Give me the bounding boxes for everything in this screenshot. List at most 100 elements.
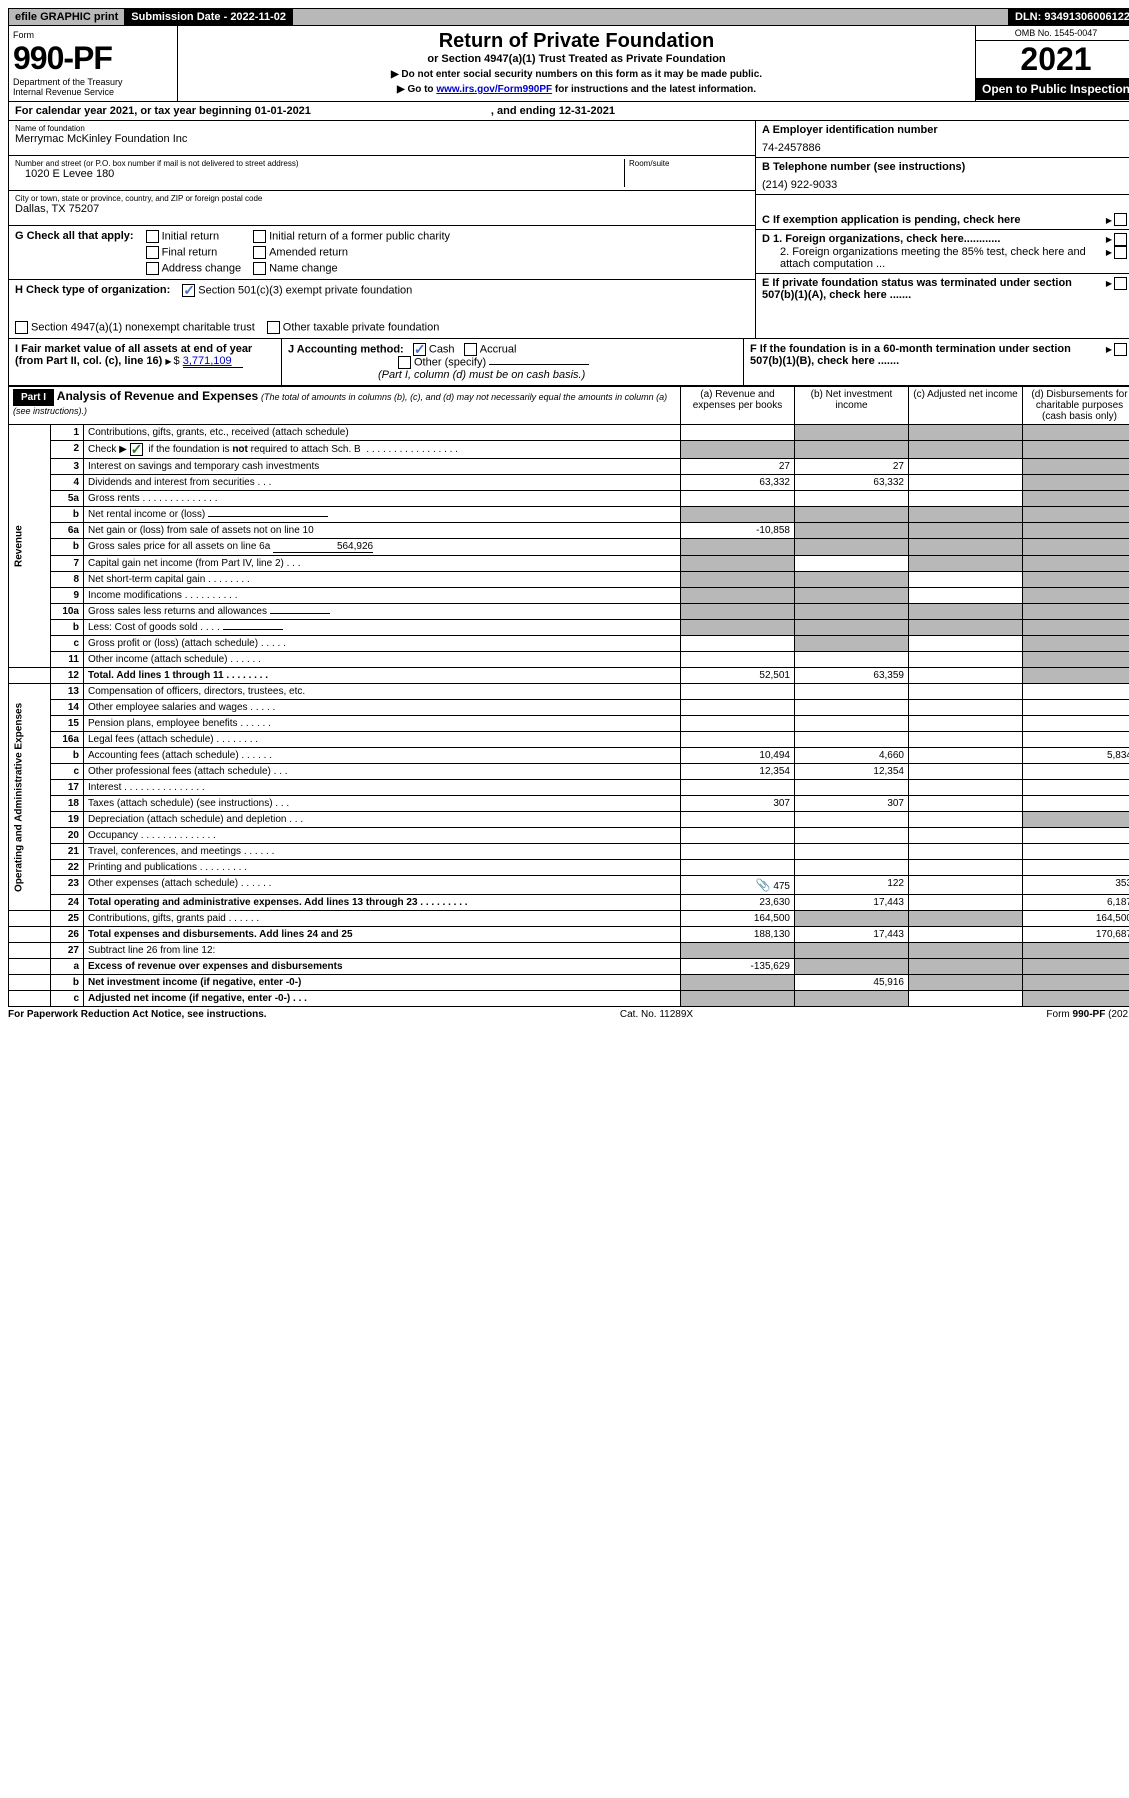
row-desc: Gross sales less returns and allowances — [84, 604, 681, 620]
cell-value: 170,687 — [1023, 927, 1129, 943]
cell-value: 164,500 — [681, 911, 795, 927]
cell-value: 5,834 — [1023, 748, 1129, 764]
h-label: H Check type of organization: — [15, 284, 170, 296]
col-a-header: (a) Revenue and expenses per books — [681, 387, 795, 425]
exemption-pending-checkbox[interactable] — [1114, 213, 1127, 226]
form990pf-link[interactable]: www.irs.gov/Form990PF — [436, 84, 552, 95]
city-cell: City or town, state or province, country… — [9, 191, 755, 226]
col-b-header: (b) Net investment income — [795, 387, 909, 425]
entity-info-block: Name of foundation Merrymac McKinley Fou… — [8, 121, 1129, 339]
row-num: 24 — [51, 895, 84, 911]
cell-value: 27 — [681, 459, 795, 475]
row-num: 17 — [51, 780, 84, 796]
foreign-org-checkbox[interactable] — [1114, 233, 1127, 246]
col-i: I Fair market value of all assets at end… — [9, 339, 282, 385]
other-method-checkbox[interactable] — [398, 356, 411, 369]
e-label: E If private foundation status was termi… — [762, 277, 1106, 305]
ein-cell: A Employer identification number 74-2457… — [756, 121, 1129, 158]
initial-return-checkbox[interactable] — [146, 230, 159, 243]
other-taxable-checkbox[interactable] — [267, 321, 280, 334]
paperwork-notice: For Paperwork Reduction Act Notice, see … — [8, 1009, 267, 1020]
row-desc: Gross rents . . . . . . . . . . . . . . — [84, 491, 681, 507]
part1-label: Part I — [13, 389, 54, 406]
fmv-value[interactable]: 3,771,109 — [183, 355, 243, 368]
row-num: 5a — [51, 491, 84, 507]
main-title: Return of Private Foundation — [186, 30, 967, 53]
other-label: Other (specify) — [414, 356, 486, 368]
arrow-icon — [165, 355, 173, 367]
g-label: G Check all that apply: — [15, 230, 134, 242]
cell-value: -135,629 — [681, 959, 795, 975]
schb-checkbox[interactable] — [130, 443, 143, 456]
final-return-checkbox[interactable] — [146, 246, 159, 259]
cell-value: 6,187 — [1023, 895, 1129, 911]
cell-value: 188,130 — [681, 927, 795, 943]
row-num: 19 — [51, 812, 84, 828]
status-terminated-checkbox[interactable] — [1114, 277, 1127, 290]
row-desc: Subtract line 26 from line 12: — [84, 943, 681, 959]
entity-left: Name of foundation Merrymac McKinley Fou… — [9, 121, 755, 338]
501c3-checkbox[interactable] — [182, 284, 195, 297]
cell-value: 23,630 — [681, 895, 795, 911]
initial-former-checkbox[interactable] — [253, 230, 266, 243]
row-desc: Net rental income or (loss) — [84, 507, 681, 523]
row-num: 22 — [51, 860, 84, 876]
row-desc: Adjusted net income (if negative, enter … — [84, 991, 681, 1007]
d1-label: D 1. Foreign organizations, check here..… — [762, 233, 1106, 246]
row-num: 1 — [51, 425, 84, 441]
header-left: Form 990-PF Department of the Treasury I… — [9, 26, 178, 101]
catalog-number: Cat. No. 11289X — [620, 1009, 693, 1020]
header-right: OMB No. 1545-0047 2021 Open to Public In… — [975, 26, 1129, 101]
4947-checkbox[interactable] — [15, 321, 28, 334]
cell-value: -10,858 — [681, 523, 795, 539]
j-label: J Accounting method: — [288, 343, 404, 355]
row-num: 6a — [51, 523, 84, 539]
form-ref: Form 990-PF (2021) — [1046, 1009, 1129, 1020]
address-change-checkbox[interactable] — [146, 262, 159, 275]
arrow-icon — [1106, 277, 1114, 305]
60month-checkbox[interactable] — [1114, 343, 1127, 356]
row-num: 18 — [51, 796, 84, 812]
row-num: 11 — [51, 652, 84, 668]
tax-year: 2021 — [976, 41, 1129, 78]
row-desc: Interest on savings and temporary cash i… — [84, 459, 681, 475]
cell-value: 63,332 — [681, 475, 795, 491]
dept-label: Department of the Treasury — [13, 77, 173, 87]
row-desc: Other employee salaries and wages . . . … — [84, 700, 681, 716]
name-change-checkbox[interactable] — [253, 262, 266, 275]
row-desc: Taxes (attach schedule) (see instruction… — [84, 796, 681, 812]
row-num: 14 — [51, 700, 84, 716]
row-desc: Interest . . . . . . . . . . . . . . . — [84, 780, 681, 796]
c-label: C If exemption application is pending, c… — [762, 214, 1106, 226]
accrual-checkbox[interactable] — [464, 343, 477, 356]
row-num: 20 — [51, 828, 84, 844]
row-desc: Net investment income (if negative, ente… — [84, 975, 681, 991]
cash-checkbox[interactable] — [413, 343, 426, 356]
initial-return-label: Initial return — [162, 230, 219, 242]
j-note: (Part I, column (d) must be on cash basi… — [288, 369, 737, 381]
row-desc: Gross sales price for all assets on line… — [84, 539, 681, 556]
subtitle: or Section 4947(a)(1) Trust Treated as P… — [186, 53, 967, 65]
amended-return-checkbox[interactable] — [253, 246, 266, 259]
calendar-suffix: , and ending 12-31-2021 — [491, 105, 615, 117]
amended-return-label: Amended return — [269, 246, 348, 258]
row-desc: Pension plans, employee benefits . . . .… — [84, 716, 681, 732]
cell-value: 307 — [681, 796, 795, 812]
row-desc: Other expenses (attach schedule) . . . .… — [84, 876, 681, 895]
cell-value: 27 — [795, 459, 909, 475]
row-num: 4 — [51, 475, 84, 491]
row-desc: Travel, conferences, and meetings . . . … — [84, 844, 681, 860]
dln-label: DLN: 93491306006122 — [1009, 9, 1129, 25]
expenses-section-label: Operating and Administrative Expenses — [9, 684, 51, 911]
4947-label: Section 4947(a)(1) nonexempt charitable … — [31, 321, 255, 333]
omb-number: OMB No. 1545-0047 — [976, 26, 1129, 41]
ein-value: 74-2457886 — [762, 142, 1129, 154]
row-desc: Legal fees (attach schedule) . . . . . .… — [84, 732, 681, 748]
85pct-test-checkbox[interactable] — [1114, 246, 1127, 259]
attachment-icon[interactable]: 📎 — [756, 878, 771, 892]
row-desc: Depreciation (attach schedule) and deple… — [84, 812, 681, 828]
row-num: b — [51, 539, 84, 556]
efile-label[interactable]: efile GRAPHIC print — [9, 9, 125, 25]
instr2-suffix: for instructions and the latest informat… — [552, 84, 756, 95]
address-row: Number and street (or P.O. box number if… — [9, 156, 755, 191]
